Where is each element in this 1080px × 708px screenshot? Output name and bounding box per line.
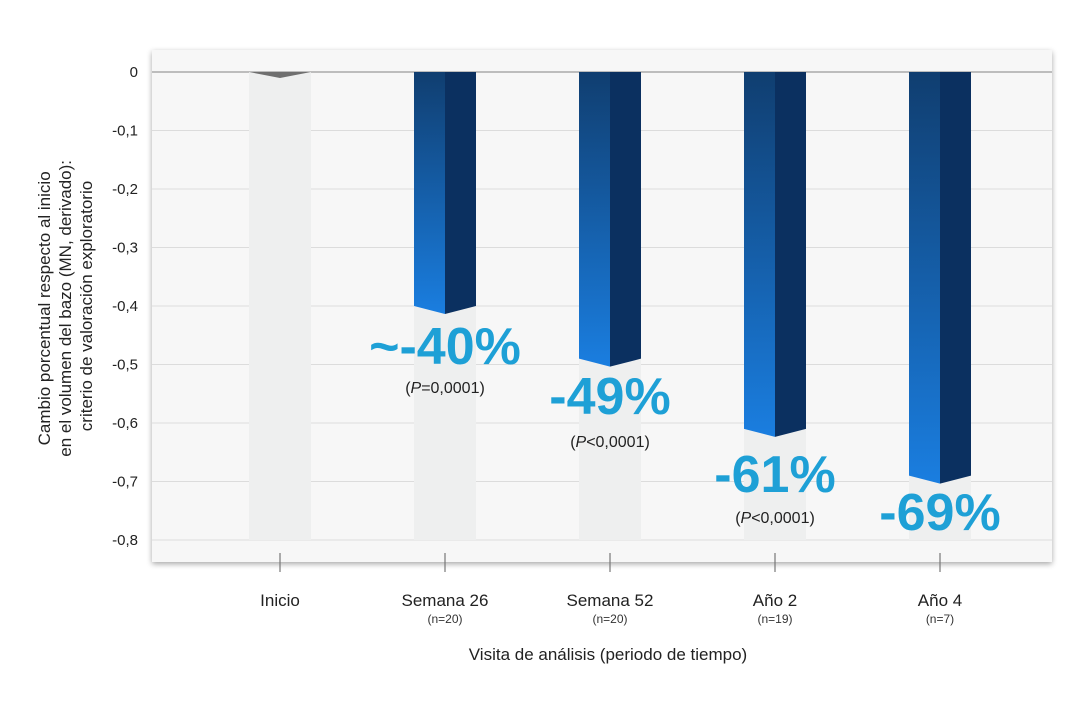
bar-front [414,72,445,314]
x-tick-label: Inicio [260,591,300,610]
y-axis-title-line-2: en el volumen del bazo (MN, derivado): [56,160,75,457]
bar-side [610,72,641,367]
bar-side [445,72,476,314]
y-tick-label: -0,7 [112,474,138,491]
x-tick-n-label: (n=20) [592,612,627,626]
p-value-label: (P<0,0001) [735,510,815,527]
x-tick-n-label: (n=19) [757,612,792,626]
bar-side [940,72,971,484]
bars [249,72,971,484]
percent-change-label: -49% [549,368,670,426]
y-axis-title-line-3: criterio de valoración exploratorio [77,181,96,431]
y-tick-labels: 0 -0,1 -0,2 -0,3 -0,4 -0,5 -0,6 -0,7 -0,8 [112,64,138,549]
x-tick-n-label: (n=7) [926,612,954,626]
y-tick-label: -0,4 [112,298,138,315]
y-tick-label: -0,1 [112,123,138,140]
y-axis-title-line-1: Cambio porcentual respecto al inicio [35,171,54,445]
x-tick-label: Semana 52 [567,591,654,610]
x-ticks: Inicio Semana 26 (n=20) Semana 52 (n=20) Año … [260,553,962,626]
bar-front [744,72,775,437]
bar-front [579,72,610,367]
y-tick-label: -0,6 [112,415,138,432]
y-tick-label: -0,2 [112,181,138,198]
p-value-label: (P<0,0001) [570,434,650,451]
percent-change-label: -61% [714,446,835,504]
y-tick-label: -0,5 [112,357,138,374]
y-tick-label: 0 [130,64,138,81]
x-tick-label: Año 4 [918,591,962,610]
x-tick-n-label: (n=20) [427,612,462,626]
bar-shadow [249,72,311,540]
percent-change-label: ~-40% [369,318,521,376]
y-tick-label: -0,3 [112,240,138,257]
value-labels: ~-40% -49% -61% -69% (P=0,0001) (P<0,0001) (P<… [369,318,1001,542]
bar-inicio [249,72,311,78]
bar-front [909,72,940,484]
percent-change-label: -69% [879,484,1000,542]
p-value-label: (P=0,0001) [405,380,485,397]
y-tick-label: -0,8 [112,532,138,549]
y-axis-title: Cambio porcentual respecto al inicio en … [35,155,96,456]
x-axis-title: Visita de análisis (periodo de tiempo) [469,645,747,664]
x-tick-label: Semana 26 [402,591,489,610]
x-tick-label: Año 2 [753,591,797,610]
bar-side [775,72,806,437]
